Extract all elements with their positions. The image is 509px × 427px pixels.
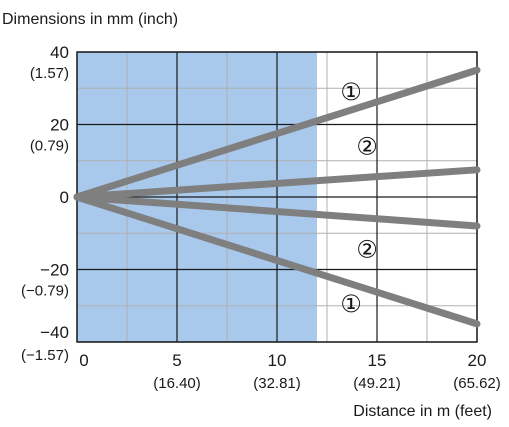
y-tick-sublabel: (−0.79) xyxy=(21,283,69,300)
x-tick-sublabel: (16.40) xyxy=(153,375,201,392)
x-tick-sublabel: (49.21) xyxy=(353,375,401,392)
series-line-2 xyxy=(73,166,481,201)
chart-title: Dimensions in mm (inch) xyxy=(2,11,178,28)
x-tick-label: 0 xyxy=(79,351,88,370)
series-marker-4: ① xyxy=(340,291,362,318)
y-tick-label: −20 xyxy=(40,261,69,280)
x-tick-label: 5 xyxy=(172,351,181,370)
series-marker-1: ① xyxy=(340,79,362,106)
x-tick-label: 10 xyxy=(268,351,287,370)
y-tick-sublabel: (−1.57) xyxy=(21,347,69,364)
series-line-3 xyxy=(73,193,481,230)
x-tick-label: 15 xyxy=(368,351,387,370)
y-tick-sublabel: (1.57) xyxy=(30,65,69,82)
y-tick-label: −40 xyxy=(40,323,69,342)
x-tick-sublabel: (32.81) xyxy=(253,375,301,392)
x-axis-label: Distance in m (feet) xyxy=(353,403,492,420)
y-tick-label: 0 xyxy=(60,188,69,207)
series-marker-2: ② xyxy=(356,133,378,160)
y-tick-sublabel: (0.79) xyxy=(30,138,69,155)
series-line-4 xyxy=(73,193,481,328)
x-tick-label: 20 xyxy=(468,351,487,370)
y-tick-label: 20 xyxy=(50,116,69,135)
series-line-1 xyxy=(73,66,481,201)
x-tick-sublabel: (65.62) xyxy=(453,375,501,392)
y-tick-label: 40 xyxy=(50,43,69,62)
series-marker-3: ② xyxy=(356,237,378,264)
